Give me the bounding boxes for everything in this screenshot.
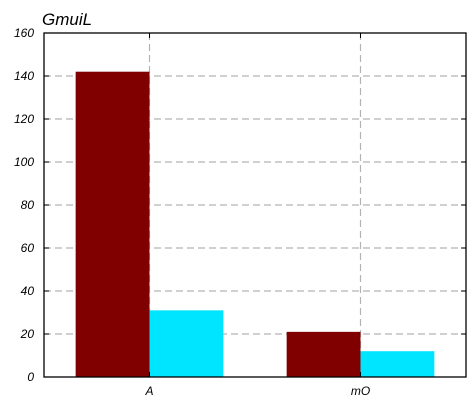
chart-title: GmuiL (42, 10, 92, 29)
bar-series-1-A (75, 71, 150, 377)
y-tick-label: 140 (14, 69, 34, 83)
x-tick-label: mO (351, 384, 370, 398)
x-tick-label: A (144, 384, 153, 398)
y-tick-label: 120 (14, 112, 34, 126)
y-tick-label: 80 (21, 198, 35, 212)
bar-series-2-A (149, 310, 224, 377)
y-tick-label: 40 (21, 284, 35, 298)
bars (75, 71, 435, 377)
y-tick-label: 20 (20, 327, 35, 341)
y-tick-label: 160 (14, 26, 34, 40)
axis-ticks: 0 20 40 60 80 100 120 140 160 A mO (14, 26, 466, 398)
y-tick-label: 100 (14, 155, 34, 169)
bar-series-2-mO (360, 351, 435, 377)
y-tick-label: 60 (21, 241, 35, 255)
bar-series-1-mO (286, 331, 361, 377)
y-tick-label: 0 (27, 370, 34, 384)
